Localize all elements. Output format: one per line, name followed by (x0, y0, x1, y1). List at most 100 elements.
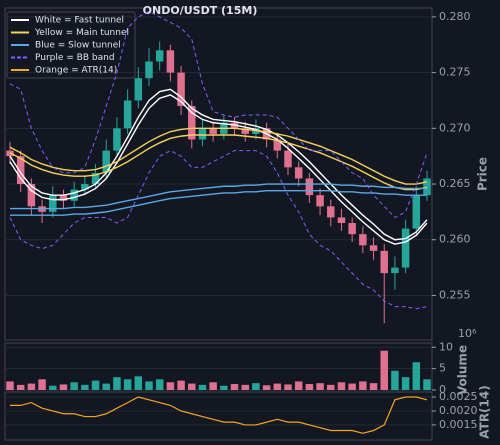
volume-bar (198, 384, 207, 390)
legend-label: Yellow = Main tunnel (34, 28, 129, 38)
volume-bar (209, 382, 217, 390)
candle-body (145, 61, 153, 79)
volume-bar (91, 380, 100, 390)
line-lower (9, 94, 428, 245)
atr-panel (4, 391, 433, 441)
volume-bar (38, 379, 46, 390)
legend-label: White = Fast tunnel (35, 16, 124, 26)
candle-body (27, 184, 36, 207)
candle-body (209, 128, 217, 134)
candle-body (177, 72, 185, 107)
y-tick-label: 0.265 (439, 177, 471, 190)
volume-bar (348, 383, 356, 390)
volume-bar (113, 377, 121, 390)
y-tick-label: 10 (439, 340, 453, 353)
y-tick-label: 0.270 (439, 121, 471, 134)
volume-bar (316, 383, 324, 390)
candle-body (316, 195, 324, 207)
candle-body (102, 150, 110, 173)
y-tick-label: 0.0015 (439, 418, 478, 431)
candle-body (188, 106, 196, 140)
volume-bar (123, 379, 132, 390)
volume-bar (294, 381, 303, 390)
line-upper (9, 127, 428, 185)
volume-bar (273, 383, 282, 390)
y-tick-label: 0 (439, 383, 446, 396)
volume-bar (327, 384, 335, 390)
volume-bar (423, 379, 431, 390)
legend-box (6, 11, 136, 79)
candle-body (16, 156, 25, 185)
volume-bar (166, 382, 175, 390)
volume-bar (369, 383, 378, 390)
candle-body (380, 250, 388, 274)
candle-body (49, 195, 57, 212)
candle-body (348, 223, 356, 235)
line-lower (9, 150, 428, 310)
candle-body (369, 245, 378, 251)
y-tick-label: 0.0020 (439, 404, 478, 417)
candle-body (401, 228, 410, 268)
y-tick-label: 0.280 (439, 10, 471, 23)
y-tick-label: 0.0025 (439, 390, 478, 403)
y-axis-label: Price (476, 157, 490, 191)
volume-bar (305, 384, 314, 390)
volume-offset: 10⁶ (458, 327, 477, 340)
candle-body (81, 184, 89, 190)
volume-axis-label: Volume (456, 345, 470, 395)
candle-body (423, 178, 431, 196)
volume-bar (220, 385, 228, 390)
volume-bar (81, 384, 89, 390)
volume-bar (177, 380, 185, 390)
volume-bar (412, 362, 421, 390)
volume-bar (359, 381, 367, 390)
candle-body (123, 100, 132, 129)
line-lower (10, 190, 427, 216)
volume-bar (337, 382, 346, 390)
volume-bar (284, 384, 292, 390)
volume-bar (27, 383, 36, 390)
candle-body (241, 128, 249, 134)
y-tick-label: 0.260 (439, 233, 471, 246)
volume-bar (262, 385, 271, 390)
volume-bar (16, 384, 25, 390)
volume-bar (102, 383, 110, 390)
volume-bar (241, 384, 249, 390)
candle-body (337, 217, 346, 224)
candle-body (284, 150, 292, 168)
volume-panel (4, 342, 433, 391)
volume-bar (380, 350, 388, 390)
volume-bar (188, 383, 196, 390)
line-upper (9, 88, 428, 241)
candle-body (91, 172, 100, 185)
candle-body (70, 189, 78, 201)
candle-body (327, 206, 335, 218)
volume-bar (145, 381, 153, 390)
atr-axis-label: ATR(14) (478, 385, 492, 438)
line-upper (9, 10, 428, 219)
candle-body (166, 50, 175, 73)
line-lower (9, 134, 428, 191)
price-panel (4, 7, 433, 341)
candle-body (113, 128, 121, 151)
candle-body (273, 139, 282, 151)
volume-bar (6, 381, 14, 390)
candle-body (412, 195, 421, 229)
candle-body (294, 167, 303, 179)
y-tick-label: 0.275 (439, 66, 471, 79)
candle-body (134, 78, 143, 101)
volume-bar (49, 385, 57, 390)
volume-bar (391, 370, 399, 390)
candle-body (359, 234, 367, 246)
volume-bar (59, 384, 68, 390)
chart-title: ONDO/USDT (15M) (143, 4, 258, 17)
volume-bar (252, 383, 260, 390)
volume-bar (230, 384, 239, 390)
volume-bar (134, 376, 143, 390)
y-tick-label: 0.255 (439, 288, 471, 301)
volume-bar (401, 377, 410, 390)
candle-body (391, 267, 399, 274)
legend-label: Blue = Slow tunnel (35, 41, 121, 51)
candle-body (155, 50, 164, 62)
